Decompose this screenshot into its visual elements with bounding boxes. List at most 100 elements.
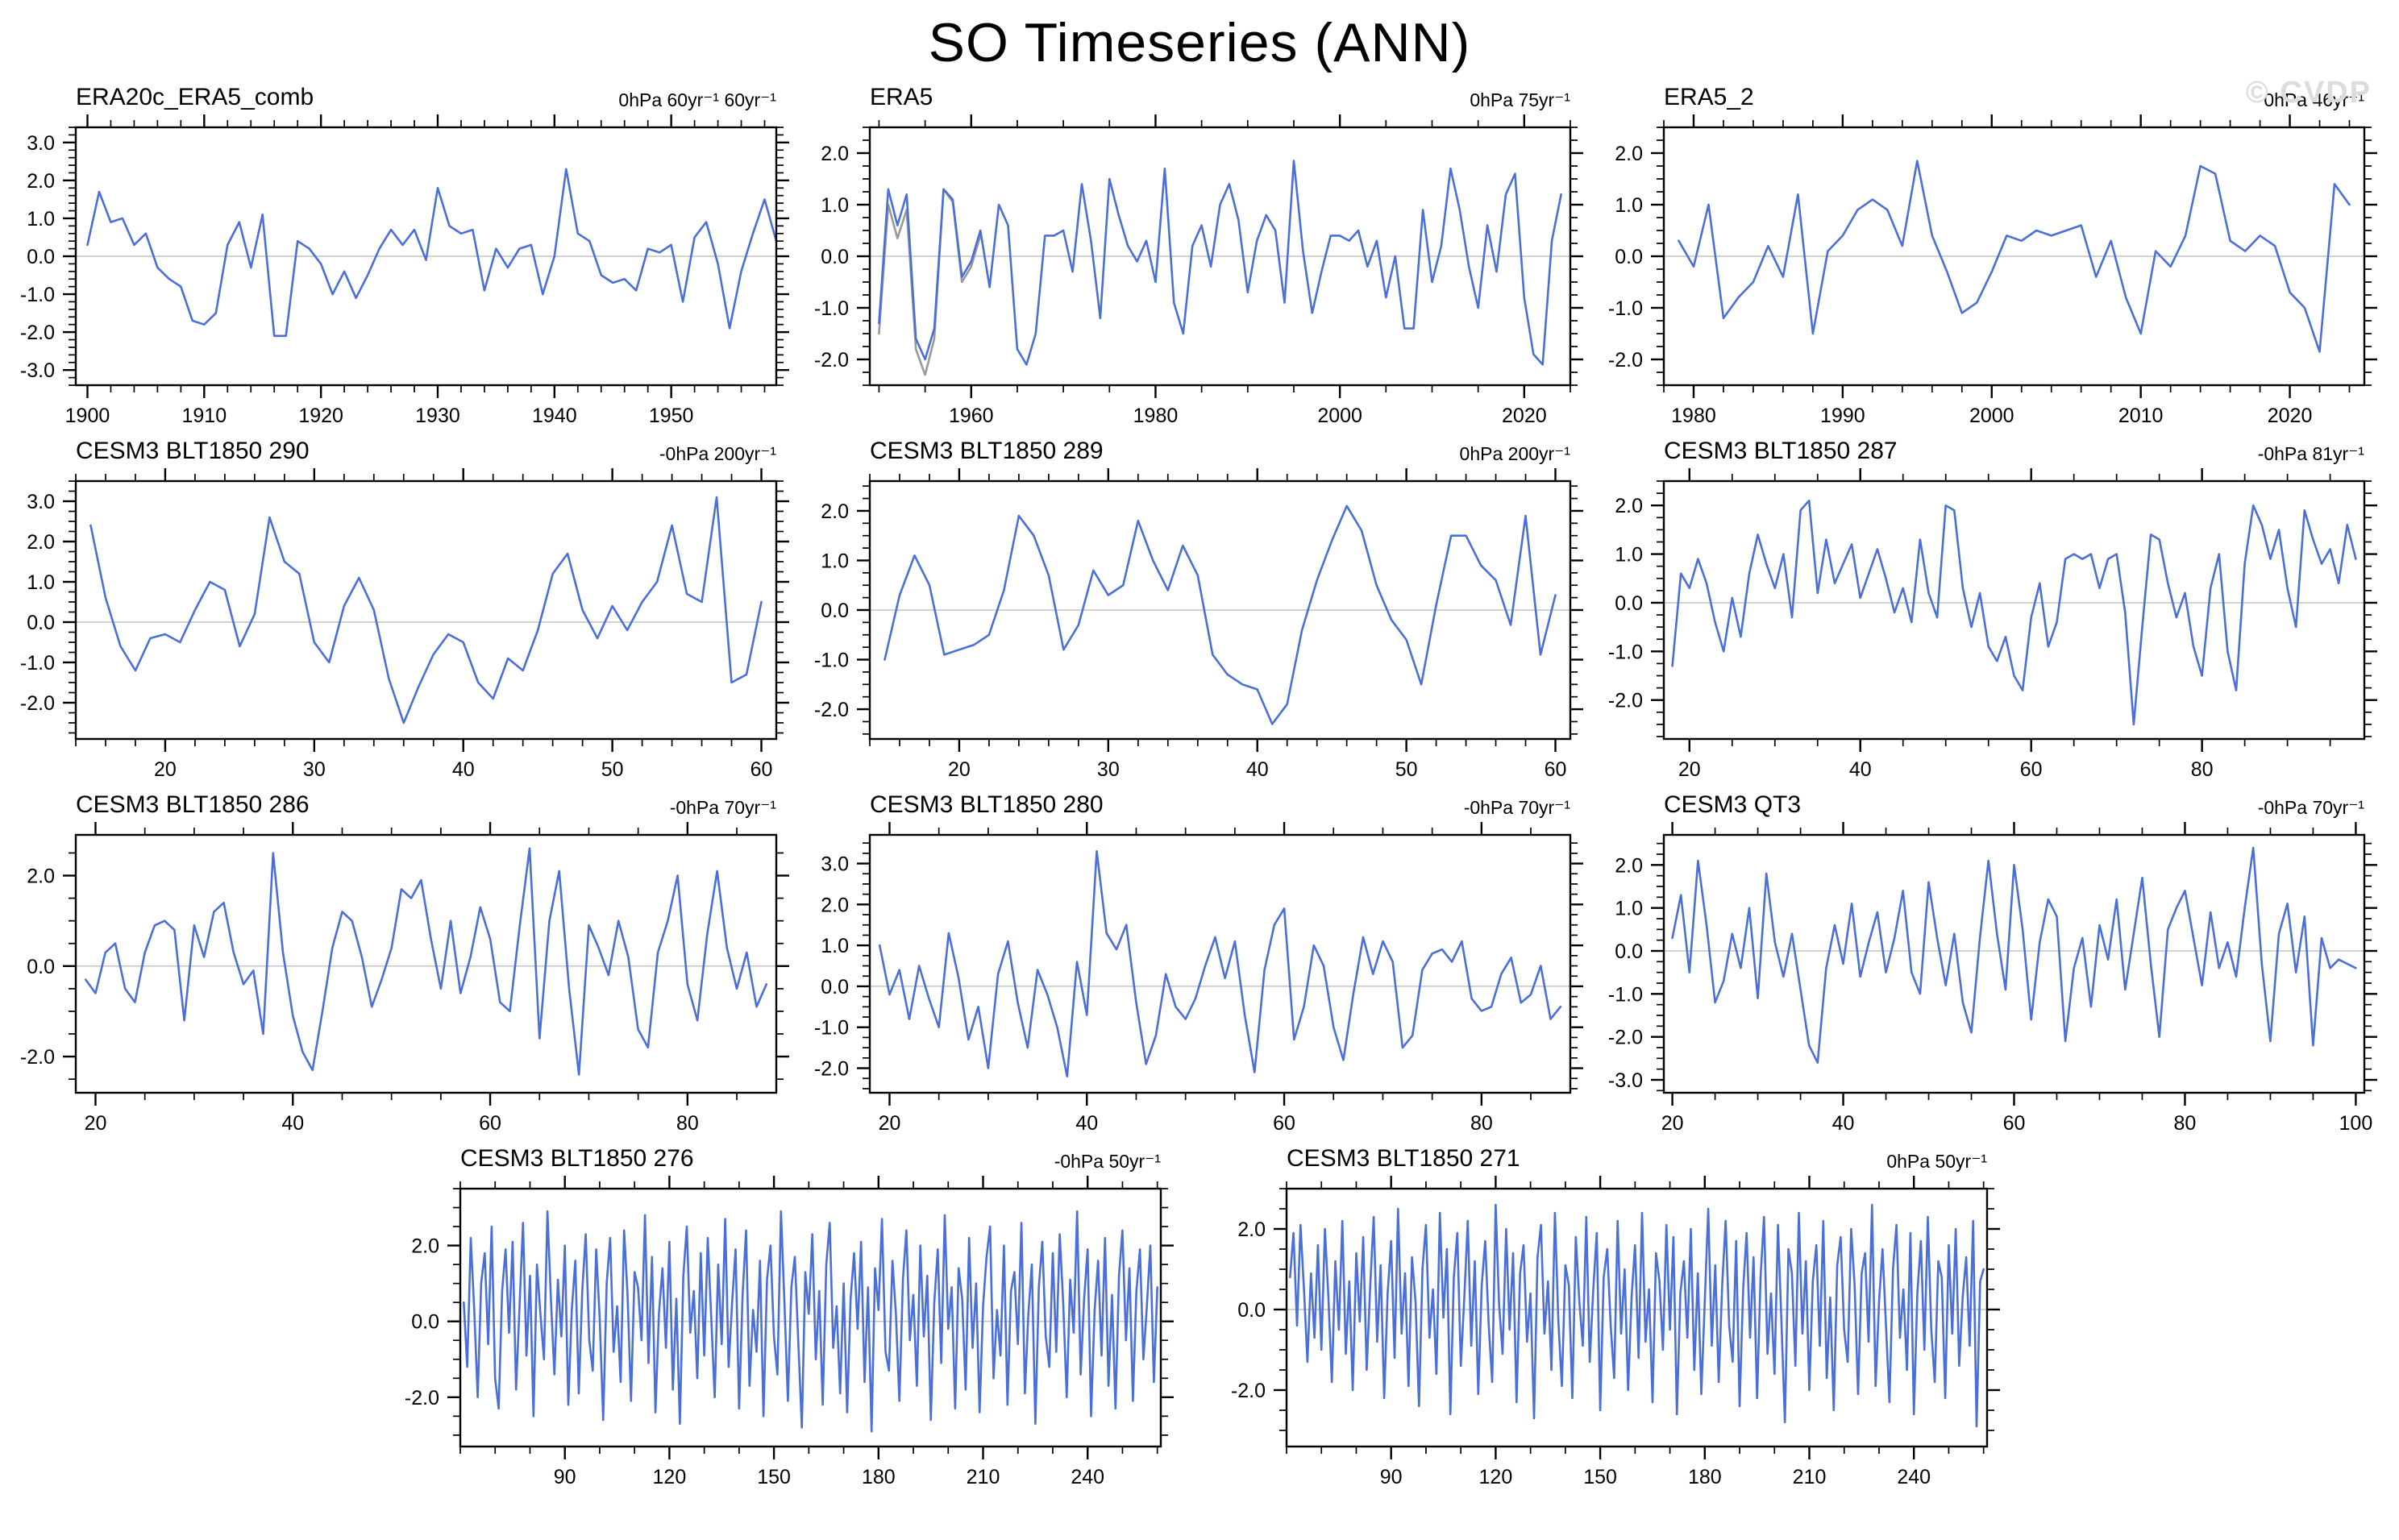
chart-panel-cesm3_qt3: CESM3 QT3 -0hPa 70yr⁻¹ 2.0 1.0 0.0 -1.0 -2.0… — [1593, 787, 2387, 1137]
chart-panel-cesm3_blt1850_286: CESM3 BLT1850 286 -0hPa 70yr⁻¹ 2.0 0.0 -2.… — [5, 787, 799, 1137]
svg-text:1.0: 1.0 — [1615, 194, 1643, 217]
svg-text:1990: 1990 — [1820, 405, 1865, 427]
chart-header: CESM3 QT3 -0hPa 70yr⁻¹ — [1593, 787, 2387, 819]
svg-text:80: 80 — [1470, 1112, 1493, 1135]
svg-text:2.0: 2.0 — [27, 170, 55, 193]
svg-text:-2.0: -2.0 — [20, 322, 55, 344]
chart-panel-era5_2: ERA5_2 0hPa 46yr⁻¹ 2.0 1.0 0.0 -1.0 -2.0 1980… — [1593, 79, 2387, 430]
plot-area: 2.0 1.0 0.0 -1.0 -2.0 20 30 40 50 60 — [814, 468, 1583, 781]
svg-text:-2.0: -2.0 — [405, 1387, 439, 1409]
svg-text:-2.0: -2.0 — [20, 1046, 55, 1069]
svg-text:1950: 1950 — [649, 405, 694, 427]
chart-trend-annotation: 0hPa 75yr⁻¹ — [1470, 89, 1570, 110]
svg-text:2020: 2020 — [2268, 405, 2313, 427]
plot-area: 3.0 2.0 1.0 0.0 -1.0 -2.0 20 30 40 50 60 — [20, 468, 789, 781]
plot-area: 2.0 1.0 0.0 -1.0 -2.0 -3.0 20 40 60 80 100 — [1608, 822, 2377, 1135]
svg-text:210: 210 — [1793, 1466, 1827, 1488]
chart-row-1: ERA20c_ERA5_comb 0hPa 60yr⁻¹ 60yr⁻¹ 3.0 2… — [0, 79, 2399, 430]
chart-header: CESM3 BLT1850 287 -0hPa 81yr⁻¹ — [1593, 433, 2387, 465]
svg-text:2.0: 2.0 — [27, 865, 55, 888]
chart-title: CESM3 BLT1850 271 — [1287, 1145, 1520, 1172]
svg-text:2.0: 2.0 — [821, 500, 849, 523]
chart-row-2: CESM3 BLT1850 290 -0hPa 200yr⁻¹ 3.0 2.0 1.… — [0, 433, 2399, 783]
svg-text:-1.0: -1.0 — [814, 1017, 849, 1040]
svg-text:90: 90 — [1380, 1466, 1403, 1488]
svg-text:0.0: 0.0 — [1615, 246, 1643, 268]
chart-header: ERA5_2 0hPa 46yr⁻¹ — [1593, 79, 2387, 111]
svg-text:150: 150 — [1583, 1466, 1617, 1488]
svg-text:100: 100 — [2339, 1112, 2373, 1135]
plot-area: 2.0 1.0 0.0 -1.0 -2.0 1980 1990 2000 2010 2020 — [1608, 114, 2377, 427]
chart-trend-annotation: -0hPa 70yr⁻¹ — [1463, 797, 1570, 818]
chart-header: CESM3 BLT1850 290 -0hPa 200yr⁻¹ — [5, 433, 799, 465]
svg-text:-1.0: -1.0 — [1608, 297, 1643, 320]
svg-text:1.0: 1.0 — [821, 194, 849, 217]
svg-text:1980: 1980 — [1671, 405, 1716, 427]
svg-text:1960: 1960 — [949, 405, 994, 427]
svg-text:0.0: 0.0 — [27, 612, 55, 634]
chart-trend-annotation: -0hPa 200yr⁻¹ — [659, 443, 776, 464]
svg-text:20: 20 — [948, 758, 971, 781]
svg-text:2.0: 2.0 — [1237, 1218, 1266, 1241]
svg-text:50: 50 — [1395, 758, 1418, 781]
svg-text:60: 60 — [2020, 758, 2043, 781]
svg-text:1.0: 1.0 — [1615, 898, 1643, 920]
svg-text:20: 20 — [1678, 758, 1701, 781]
svg-text:0.0: 0.0 — [27, 246, 55, 268]
chart-trend-annotation: 0hPa 200yr⁻¹ — [1459, 443, 1570, 464]
chart-header: CESM3 BLT1850 276 -0hPa 50yr⁻¹ — [389, 1140, 1183, 1173]
svg-text:-2.0: -2.0 — [814, 699, 849, 721]
chart-trend-annotation: -0hPa 81yr⁻¹ — [2257, 443, 2364, 464]
svg-text:-3.0: -3.0 — [20, 359, 55, 382]
svg-text:3.0: 3.0 — [821, 853, 849, 876]
chart-panel-cesm3_blt1850_271: CESM3 BLT1850 271 0hPa 50yr⁻¹ 2.0 0.0 -2.0… — [1216, 1140, 2010, 1491]
chart-panel-era5: ERA5 0hPa 75yr⁻¹ 2.0 1.0 0.0 -1.0 -2.0 1960 19… — [799, 79, 1593, 430]
svg-text:150: 150 — [757, 1466, 791, 1488]
chart-trend-annotation: 0hPa 46yr⁻¹ — [2264, 89, 2364, 110]
chart-header: CESM3 BLT1850 289 0hPa 200yr⁻¹ — [799, 433, 1593, 465]
svg-text:20: 20 — [85, 1112, 107, 1135]
svg-text:1930: 1930 — [415, 405, 460, 427]
svg-text:-2.0: -2.0 — [814, 1058, 849, 1081]
chart-title: CESM3 BLT1850 276 — [460, 1145, 694, 1172]
svg-text:2.0: 2.0 — [1615, 495, 1643, 517]
svg-text:2000: 2000 — [1317, 405, 1362, 427]
svg-text:60: 60 — [2003, 1112, 2026, 1135]
svg-text:-1.0: -1.0 — [1608, 983, 1643, 1006]
svg-text:40: 40 — [1246, 758, 1269, 781]
svg-text:40: 40 — [452, 758, 475, 781]
svg-text:240: 240 — [1897, 1466, 1931, 1488]
svg-text:40: 40 — [1075, 1112, 1098, 1135]
svg-text:0.0: 0.0 — [1237, 1299, 1266, 1322]
svg-text:0.0: 0.0 — [821, 246, 849, 268]
svg-text:0.0: 0.0 — [1615, 940, 1643, 963]
svg-text:210: 210 — [967, 1466, 1000, 1488]
svg-text:40: 40 — [1849, 758, 1872, 781]
chart-trend-annotation: -0hPa 70yr⁻¹ — [2257, 797, 2364, 818]
svg-text:-2.0: -2.0 — [1608, 1027, 1643, 1049]
svg-text:2.0: 2.0 — [821, 894, 849, 916]
svg-text:-2.0: -2.0 — [20, 692, 55, 715]
page-title: SO Timeseries (ANN) — [928, 12, 1471, 73]
svg-text:2.0: 2.0 — [821, 143, 849, 165]
chart-title: CESM3 BLT1850 287 — [1664, 438, 1898, 464]
svg-text:60: 60 — [750, 758, 773, 781]
plot-area: 2.0 0.0 -2.0 90 120 150 180 210 240 — [405, 1176, 1174, 1488]
svg-text:80: 80 — [676, 1112, 699, 1135]
svg-text:240: 240 — [1071, 1466, 1104, 1488]
chart-trend-annotation: 0hPa 50yr⁻¹ — [1886, 1151, 1987, 1172]
chart-row-4: CESM3 BLT1850 276 -0hPa 50yr⁻¹ 2.0 0.0 -2.… — [0, 1140, 2399, 1491]
svg-text:30: 30 — [303, 758, 326, 781]
svg-text:1.0: 1.0 — [27, 208, 55, 230]
chart-header: CESM3 BLT1850 271 0hPa 50yr⁻¹ — [1216, 1140, 2010, 1173]
svg-text:-2.0: -2.0 — [1608, 349, 1643, 372]
svg-text:2.0: 2.0 — [411, 1235, 439, 1258]
chart-trend-annotation: 0hPa 60yr⁻¹ 60yr⁻¹ — [618, 89, 776, 110]
svg-text:1980: 1980 — [1133, 405, 1179, 427]
chart-title: ERA5 — [870, 84, 933, 110]
plot-area: 3.0 2.0 1.0 0.0 -1.0 -2.0 20 40 60 80 — [814, 822, 1583, 1135]
cvdp-watermark: © CVDP — [2245, 76, 2372, 110]
plot-area: 2.0 0.0 -2.0 90 120 150 180 210 240 — [1231, 1176, 2000, 1488]
chart-panel-cesm3_blt1850_280: CESM3 BLT1850 280 -0hPa 70yr⁻¹ 3.0 2.0 1.0… — [799, 787, 1593, 1137]
chart-trend-annotation: -0hPa 70yr⁻¹ — [669, 797, 776, 818]
